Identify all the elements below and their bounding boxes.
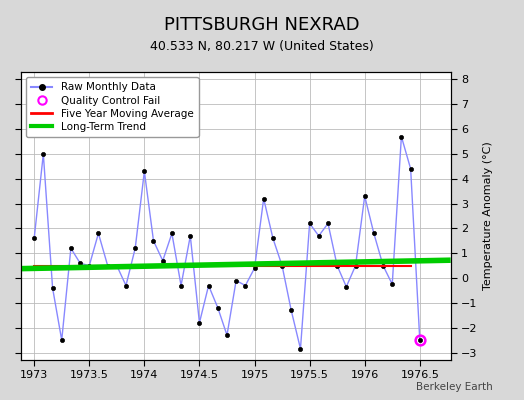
Text: 40.533 N, 80.217 W (United States): 40.533 N, 80.217 W (United States): [150, 40, 374, 53]
Text: PITTSBURGH NEXRAD: PITTSBURGH NEXRAD: [164, 16, 360, 34]
Text: Berkeley Earth: Berkeley Earth: [416, 382, 493, 392]
Legend: Raw Monthly Data, Quality Control Fail, Five Year Moving Average, Long-Term Tren: Raw Monthly Data, Quality Control Fail, …: [26, 77, 199, 137]
Y-axis label: Temperature Anomaly (°C): Temperature Anomaly (°C): [483, 142, 493, 290]
